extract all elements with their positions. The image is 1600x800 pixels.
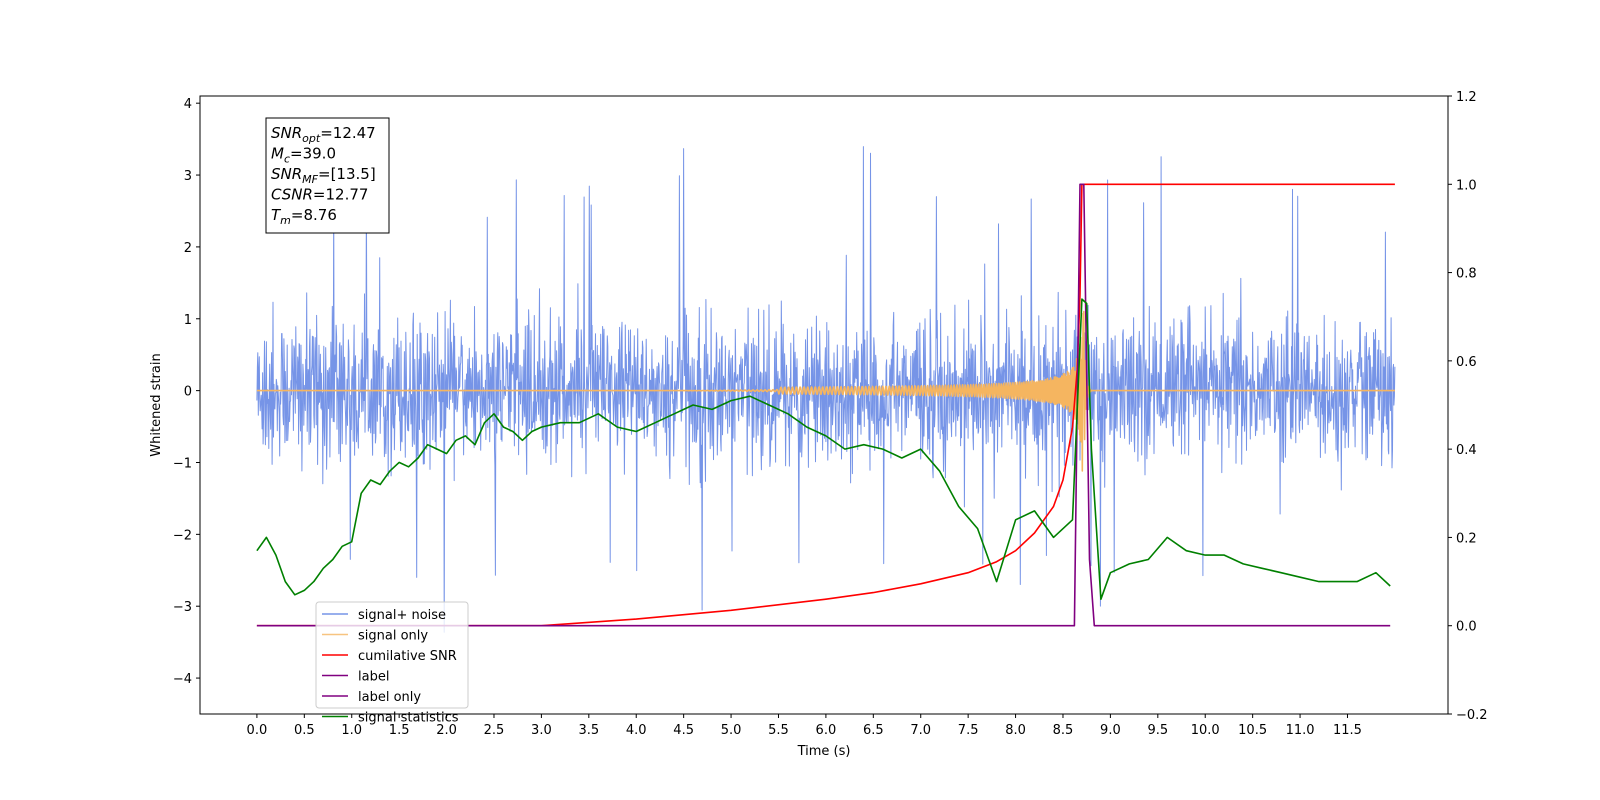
- annotation-value: =12.47: [320, 124, 376, 142]
- y-tick-label: −1: [173, 456, 192, 471]
- x-tick-label: 9.5: [1147, 723, 1168, 738]
- series-layer: [256, 146, 1396, 633]
- x-tick-label: 2.0: [436, 723, 457, 738]
- plot-area: [256, 146, 1396, 633]
- y-tick-label: 2: [184, 241, 192, 256]
- y-tick-label: 4: [184, 97, 192, 112]
- x-tick-label: 3.5: [578, 723, 599, 738]
- annotation-symbol: SNR: [271, 124, 302, 142]
- series-line-2: [256, 183, 1395, 627]
- annotation-symbol: T: [271, 206, 282, 224]
- y-tick-label: −3: [173, 600, 192, 615]
- x-tick-label: 11.5: [1333, 723, 1362, 738]
- series-line-3: [256, 183, 1391, 627]
- legend-entry: signal+ noise: [358, 608, 446, 623]
- series-line-1: [256, 310, 1396, 472]
- y-tick-label: −4: [173, 672, 192, 687]
- x-tick-label: 3.0: [531, 723, 552, 738]
- x-tick-label: 2.5: [484, 723, 505, 738]
- x-tick-label: 7.5: [958, 723, 979, 738]
- legend-entry: cumilative SNR: [358, 649, 457, 664]
- annotation-symbol: CSNR: [271, 186, 313, 204]
- y2-tick-label: 0.6: [1456, 355, 1477, 370]
- legend-entry: signal only: [358, 629, 428, 644]
- annotation-subscript: MF: [302, 173, 318, 186]
- series-line-5: [256, 298, 1391, 600]
- x-tick-label: 0.5: [294, 723, 315, 738]
- x-axis-label: Time (s): [797, 744, 851, 759]
- legend-frame: [315, 601, 469, 709]
- y-axis-right: 1.2 1.0 0.8 0.6 0.4 0.2 0.0 −0.2: [1448, 90, 1488, 723]
- y-tick-label: 1: [184, 313, 192, 328]
- y-tick-label: −2: [173, 528, 192, 543]
- x-tick-label: 4.0: [626, 723, 647, 738]
- annotation-line: Mc=39.0: [271, 145, 336, 166]
- annotation-line: CSNR=12.77: [271, 186, 368, 204]
- x-tick-label: 6.5: [863, 723, 884, 738]
- legend: signal+ noise signal only cumilative SNR la…: [315, 601, 469, 726]
- y2-tick-label: 0.2: [1456, 531, 1477, 546]
- annotation-subscript: c: [284, 153, 290, 166]
- series-line-0: [256, 146, 1396, 633]
- annotation-line: SNRopt=12.47: [271, 124, 376, 145]
- legend-entry: label only: [358, 690, 421, 705]
- annotation-value: =12.77: [313, 186, 369, 204]
- annotation-value: =[13.5]: [318, 165, 376, 183]
- annotation-symbol: SNR: [271, 165, 302, 183]
- y-tick-label: 0: [184, 385, 192, 400]
- x-tick-label: 7.0: [910, 723, 931, 738]
- y2-tick-label: 1.0: [1456, 178, 1477, 193]
- y2-tick-label: 0.8: [1456, 267, 1477, 282]
- plot-frame: [199, 95, 1449, 715]
- x-tick-label: 8.5: [1053, 723, 1074, 738]
- x-axis: 0.0 0.5 1.0 1.5 2.0 2.5 3.0 3.5 4.0 4.5 5.0 5.5 6.0 6…: [247, 714, 1362, 738]
- x-tick-label: 1.0: [341, 723, 362, 738]
- annotation-subscript: m: [280, 214, 291, 227]
- legend-entry: label: [358, 670, 389, 685]
- annotation-line: Tm=8.76: [271, 206, 337, 227]
- x-tick-label: 1.5: [389, 723, 410, 738]
- y-axis-label: Whitened strain: [149, 353, 164, 456]
- y2-tick-label: 0.4: [1456, 443, 1477, 458]
- y2-tick-label: −0.2: [1456, 708, 1488, 723]
- x-tick-label: 0.0: [247, 723, 268, 738]
- y2-tick-label: 1.2: [1456, 90, 1477, 105]
- x-tick-label: 5.0: [721, 723, 742, 738]
- x-tick-label: 5.5: [768, 723, 789, 738]
- annotation-symbol: M: [271, 145, 284, 163]
- annotation-line: SNRMF=[13.5]: [271, 165, 376, 186]
- annotation-frame: [265, 117, 390, 234]
- x-tick-label: 6.0: [816, 723, 837, 738]
- y-axis-left: 4 3 2 1 0 −1 −2 −3 −4: [173, 97, 200, 687]
- x-tick-label: 4.5: [673, 723, 694, 738]
- y2-tick-label: 0.0: [1456, 620, 1477, 635]
- x-tick-label: 9.0: [1100, 723, 1121, 738]
- annotation-value: =39.0: [290, 145, 336, 163]
- x-tick-label: 10.0: [1191, 723, 1220, 738]
- x-tick-label: 11.0: [1286, 723, 1315, 738]
- annotation-value: =8.76: [291, 206, 337, 224]
- x-tick-label: 10.5: [1238, 723, 1267, 738]
- annotation-subscript: opt: [302, 132, 321, 145]
- legend-entry: signal statistics: [358, 711, 459, 726]
- annotation-box: SNRopt=12.47Mc=39.0SNRMF=[13.5]CSNR=12.7…: [265, 117, 390, 234]
- x-tick-label: 8.0: [1005, 723, 1026, 738]
- y-tick-label: 3: [184, 169, 192, 184]
